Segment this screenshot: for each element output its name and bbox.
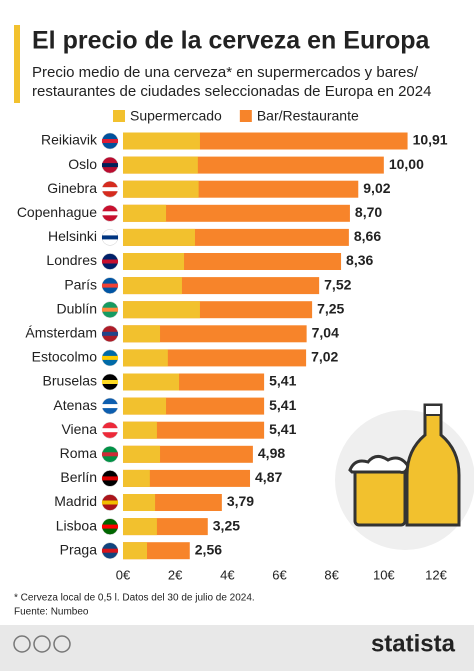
bar [123,180,199,198]
value-label: 7,25 [317,300,344,316]
bar [123,494,156,511]
accent-bar [14,25,20,103]
beer-illustration [335,403,474,550]
y-tick-label: Berlín [60,469,97,485]
y-tick-label: Ginebra [47,180,97,196]
value-label: 10,91 [413,132,448,148]
bar [123,542,147,560]
license-icons [13,635,71,653]
flag [102,259,118,264]
x-tick-label: 0€ [116,567,131,582]
y-tick-label: Reikiavik [41,132,98,148]
flag [102,380,118,384]
bar [123,132,200,150]
footer-band [0,625,474,671]
y-tick-label: Dublín [57,300,97,316]
flag [102,139,118,143]
bar [123,518,157,536]
value-label: 3,79 [227,493,254,509]
value-label: 8,36 [346,252,373,268]
bar [123,469,251,487]
subtitle: restaurantes de ciudades seleccionadas d… [32,83,431,100]
bar [123,421,265,439]
bar [123,156,198,174]
value-label: 4,98 [258,445,285,461]
value-label: 7,52 [324,276,351,292]
bar [123,445,161,463]
flag [102,187,118,192]
bar [123,469,150,487]
legend-swatch [239,110,252,122]
legend-label: Supermercado [130,108,222,124]
y-tick-label: París [64,276,97,292]
bar [123,253,185,270]
y-tick-label: Copenhague [17,204,97,220]
y-tick-label: Roma [60,445,98,461]
flag [102,211,118,216]
x-tick-label: 8€ [324,567,339,582]
y-tick-label: Bruselas [43,373,97,389]
value-label: 5,41 [269,421,296,437]
value-label: 8,66 [354,228,381,244]
y-tick-label: Praga [60,541,98,557]
note: * Cerveza local de 0,5 l. Datos del 30 d… [14,593,255,604]
y-tick-label: Viena [61,421,97,437]
flag [102,404,118,409]
logo: statista [371,630,456,657]
x-tick-label: 6€ [272,567,287,582]
subtitle: Precio medio de una cerveza* en supermer… [32,64,419,81]
bar [123,325,161,343]
source: Fuente: Numbeo [14,607,89,618]
legend-label: Bar/Restaurante [257,108,359,124]
flag [102,307,118,312]
flag [102,452,118,457]
flag [102,548,118,553]
y-tick-label: Atenas [53,397,97,413]
value-label: 8,70 [355,204,382,220]
flag [102,283,118,288]
x-tick-label: 12€ [425,567,447,582]
legend-swatch [113,110,125,122]
y-tick-label: Estocolmo [32,349,98,365]
value-label: 2,56 [195,541,222,557]
flag [102,500,118,505]
bar [123,301,200,319]
flag [102,524,118,529]
chart-title: El precio de la cerveza en Europa [32,27,430,55]
flag [102,331,118,336]
bar [123,228,195,246]
bar [123,277,182,295]
bar [123,421,157,439]
bar [123,349,168,367]
x-tick-label: 10€ [373,567,395,582]
bar [123,325,307,343]
y-tick-label: Londres [46,252,97,268]
value-label: 4,87 [255,469,282,485]
flag [102,355,118,360]
bar [123,349,307,367]
y-tick-label: Madrid [54,493,97,509]
flag [102,163,118,168]
flag [102,235,118,240]
flag [102,428,118,433]
y-tick-label: Lisboa [56,517,97,533]
value-label: 5,41 [269,397,296,413]
bar [123,373,180,391]
bar [123,204,167,222]
value-label: 9,02 [363,180,390,196]
value-label: 3,25 [213,517,240,533]
bar [123,204,350,222]
value-label: 7,02 [311,349,338,365]
value-label: 5,41 [269,373,296,389]
y-tick-label: Ámsterdam [25,325,97,341]
x-tick-label: 2€ [168,567,183,582]
x-tick-label: 4€ [220,567,235,582]
value-label: 7,04 [312,325,339,341]
flag [102,476,118,481]
y-tick-label: Helsinki [48,228,97,244]
value-label: 10,00 [389,156,424,172]
y-tick-label: Oslo [68,156,97,172]
bar [123,397,167,415]
